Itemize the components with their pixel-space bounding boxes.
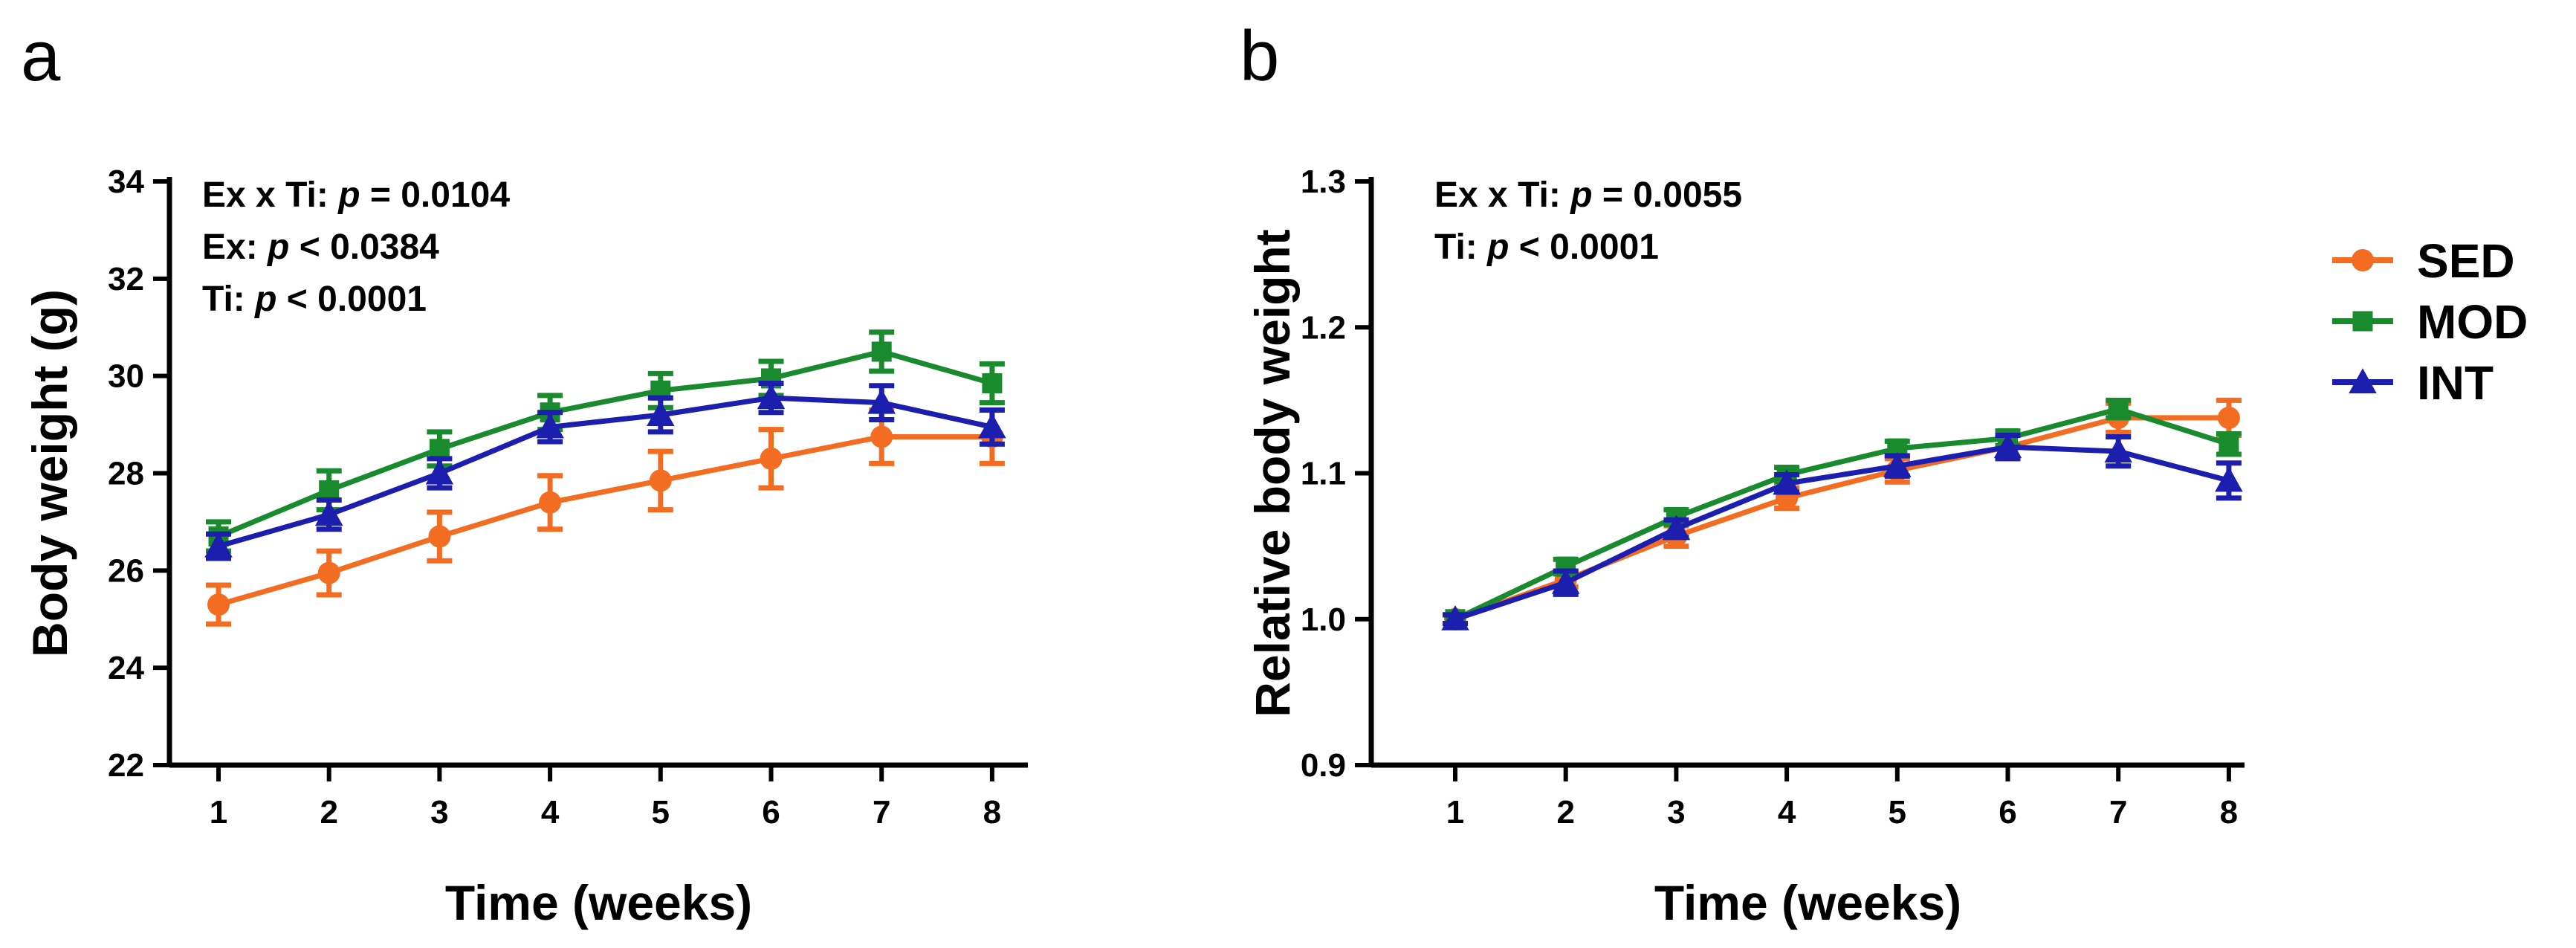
panel-b-x-tick-label: 8 [2220,794,2238,831]
panel-a-x-axis-label: Time (weeks) [445,875,752,930]
panel-a-point-mod [982,373,1003,393]
panel-b-point-int [1883,451,1912,477]
panel-a-stat-annotation: Ex: p < 0.0384 [202,228,439,267]
panel-a-x-tick-label: 8 [983,794,1001,831]
panel-a-point-int [314,500,343,526]
panel-a-point-sed [428,525,451,548]
panel-a-point-sed [317,561,340,584]
panel-a-letter: a [21,16,61,96]
panel-b-x-tick-label: 4 [1778,794,1796,831]
panel-a-point-sed [539,491,562,514]
legend: SED MOD INT [2332,234,2528,410]
panel-a-y-tick-label: 22 [108,747,144,784]
panel-a-x-tick-label: 2 [320,794,337,831]
legend-marker-mod [2352,311,2373,332]
panel-a-y-tick-label: 30 [108,358,144,395]
panel-a-point-int [425,459,454,485]
panel-b-y-tick-label: 0.9 [1301,747,1346,784]
panel-a-line-int [218,395,993,549]
panel-b-x-tick-label: 6 [1999,794,2016,831]
panel-b-point-mod [2108,399,2129,419]
panel-a-x-tick-label: 6 [762,794,780,831]
panel-a-point-mod [871,341,892,362]
panel-a-y-axis-label: Body weight (g) [22,289,77,657]
panel-b-point-int [2104,437,2132,463]
panel-b-point-int [1551,568,1580,594]
panel-b-y-tick-label: 1.2 [1301,309,1346,346]
panel-b-x-tick-label: 7 [2109,794,2127,831]
panel-a-x-tick-label: 3 [430,794,448,831]
panel-b-x-axis-label: Time (weeks) [1654,875,1961,930]
panel-b-stat-annotation: Ti: p < 0.0001 [1434,228,1659,267]
panel-a-point-int [536,413,564,439]
panel-a-point-int [647,401,675,426]
panel-a-point-int [757,384,786,410]
panel-b-series-int [1441,432,2243,631]
panel-b-y-tick-label: 1.0 [1301,602,1346,638]
panel-a-point-sed [760,447,783,470]
panel-a-y-tick-label: 32 [108,261,144,297]
panel-a-x-tick-label: 1 [210,794,227,831]
panel-b-point-int [1441,605,1469,631]
panel-b-y-axis-label: Relative body weight [1245,229,1300,717]
panel-a-line-mod [217,349,993,539]
panel-a-y-tick-label: 26 [108,552,144,589]
panel-a-y-tick-label: 24 [108,650,144,686]
legend-label-int: INT [2417,356,2494,410]
panel-a-x-tick-label: 7 [873,794,890,831]
panel-b-point-sed [2217,406,2240,429]
legend-marker-sed [2352,249,2374,271]
panel-a-series-sed [206,407,1005,627]
panel-a-x-tick-label: 4 [541,794,560,831]
panel-a-point-int [867,388,896,414]
panel-b-y-tick-label: 1.3 [1301,164,1346,200]
panel-a-point-sed [207,593,230,616]
panel-b-chart: 0.9 1.0 1.1 1.2 1.3 1 2 3 4 5 6 7 8 Time (weeks) Relat… [1245,164,2245,930]
legend-label-sed: SED [2417,234,2515,288]
panel-b-point-int [1773,469,1801,495]
panel-a-x-tick-label: 5 [652,794,670,831]
panel-a-point-sed [870,425,893,448]
panel-b-point-int [2215,466,2243,492]
panel-b-x-tick-label: 2 [1556,794,1574,831]
panel-b-x-tick-label: 1 [1446,794,1464,831]
panel-b-letter: b [1240,16,1279,96]
panel-a-point-mod [319,480,340,500]
panel-b-point-mod [2219,433,2239,454]
panel-a-point-sed [649,469,672,492]
panel-b-x-tick-label: 3 [1667,794,1685,831]
legend-label-mod: MOD [2417,295,2528,349]
panel-a-series-int [204,380,1006,561]
panel-b-point-int [1993,433,2022,459]
panel-a-point-mod [429,439,450,460]
panel-b-y-tick-label: 1.1 [1301,456,1346,492]
panel-b-x-tick-label: 5 [1889,794,1906,831]
panel-b-line-int [1454,444,2230,622]
panel-b-line-mod [1454,406,2230,622]
panel-a-point-int [204,532,233,558]
panel-b-stat-annotation: Ex x Ti: p = 0.0055 [1434,175,1742,215]
panel-a-y-tick-label: 28 [108,456,144,492]
legend-marker-int [2349,368,2377,393]
panel-a-stat-annotation: Ex x Ti: p = 0.0104 [202,175,510,215]
panel-a-point-int [978,413,1006,439]
panel-b-point-int [1662,515,1691,541]
panel-a-y-tick-label: 34 [108,164,144,200]
panel-a-series-mod [206,329,1005,554]
panel-a-stat-annotation: Ti: p < 0.0001 [202,280,427,319]
panel-a-line-sed [218,433,992,607]
